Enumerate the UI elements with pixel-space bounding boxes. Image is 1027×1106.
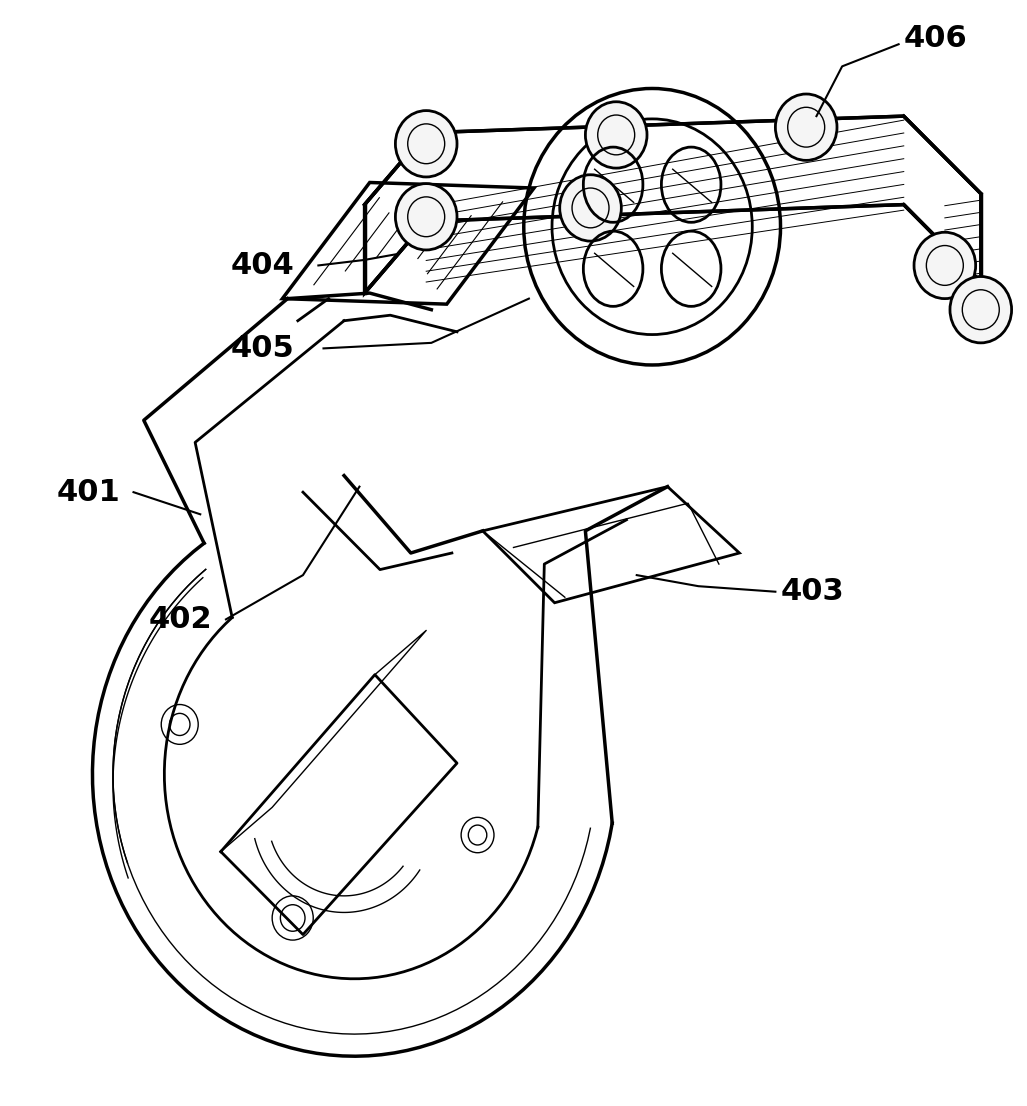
Circle shape bbox=[775, 94, 837, 160]
Circle shape bbox=[395, 184, 457, 250]
Text: 401: 401 bbox=[56, 478, 120, 507]
Text: 405: 405 bbox=[231, 334, 295, 363]
Circle shape bbox=[914, 232, 976, 299]
Text: 402: 402 bbox=[149, 605, 213, 634]
Circle shape bbox=[950, 276, 1012, 343]
Text: 406: 406 bbox=[904, 24, 967, 53]
Circle shape bbox=[585, 102, 647, 168]
Text: 403: 403 bbox=[781, 577, 844, 606]
Circle shape bbox=[560, 175, 621, 241]
Circle shape bbox=[395, 111, 457, 177]
Text: 404: 404 bbox=[231, 251, 295, 280]
